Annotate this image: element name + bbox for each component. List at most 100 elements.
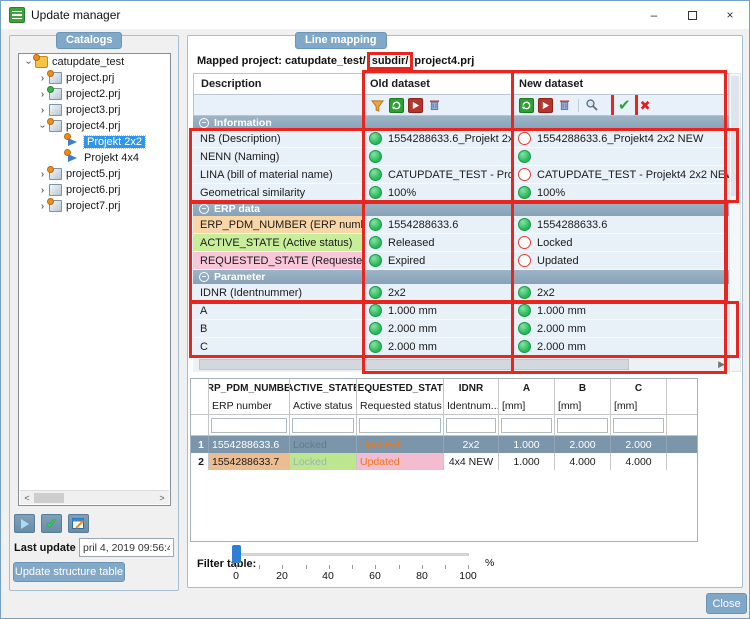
section-header-information[interactable]: – Information [193, 116, 729, 130]
tree-item-project5[interactable]: project5.prj [19, 166, 170, 182]
slider-thumb[interactable] [232, 545, 241, 563]
collapse-minus-icon[interactable]: – [199, 118, 209, 128]
table-row-2[interactable]: 2 1554288633.7 Locked Updated 4x4 NEW 1.… [191, 453, 697, 470]
tree-item-label: catupdate_test [52, 56, 125, 68]
tree-item-project3[interactable]: project3.prj [19, 102, 170, 118]
col-idnr[interactable]: IDNR [444, 379, 499, 398]
mapping-row-c[interactable]: C 2.000 mm 2.000 mm [193, 338, 729, 356]
play-icon[interactable] [538, 97, 553, 113]
tree-item-project2[interactable]: project2.prj [19, 86, 170, 102]
accept-mapping-button[interactable]: ✔ [41, 514, 62, 533]
section-header-parameter[interactable]: – Parameter [193, 270, 729, 284]
funnel-icon[interactable] [370, 98, 385, 113]
expander-icon[interactable] [37, 185, 48, 196]
scrollbar-thumb[interactable] [731, 76, 739, 196]
filter-input-active-state[interactable] [292, 417, 354, 433]
update-structure-table-button[interactable]: Update structure table [13, 562, 125, 582]
col-a[interactable]: A [499, 379, 555, 398]
play-icon[interactable] [408, 97, 423, 113]
table-row-1-selected[interactable]: 1 1554288633.6 Locked Updated 2x2 1.000 … [191, 436, 697, 453]
project-icon [49, 104, 62, 116]
tree-horizontal-scrollbar[interactable]: < > [20, 490, 169, 504]
accept-mapping-check-icon[interactable]: ✔ [618, 97, 631, 114]
mapping-row-requested-state[interactable]: REQUESTED_STATE (Requested status) Expir… [193, 252, 729, 270]
new-value-cell: 1554288633.6_Projekt4 2x2 NEW [512, 130, 729, 147]
tree-item-project4[interactable]: project4.prj [19, 118, 170, 134]
mapping-row-b[interactable]: B 2.000 mm 2.000 mm [193, 320, 729, 338]
new-value-cell: 2.000 mm [512, 338, 729, 355]
mapping-horizontal-scrollbar[interactable]: ▶ [193, 356, 729, 372]
mapping-row-a[interactable]: A 1.000 mm 1.000 mm [193, 302, 729, 320]
col-b[interactable]: B [555, 379, 611, 398]
col-c[interactable]: C [611, 379, 667, 398]
status-dot-icon [518, 168, 531, 181]
catalog-icon [33, 54, 48, 68]
edit-structure-table-button[interactable] [68, 514, 89, 533]
catalog-tree[interactable]: catupdate_test project.prj project2.prj … [18, 53, 171, 506]
old-value-cell [363, 148, 512, 165]
slider-track[interactable] [236, 553, 469, 556]
collapse-minus-icon[interactable]: – [199, 204, 209, 214]
filter-input-b[interactable] [557, 417, 608, 433]
section-header-erp-data[interactable]: – ERP data [193, 202, 729, 216]
maximize-icon [687, 10, 697, 20]
mapping-row-idnr[interactable]: IDNR (Identnummer) 2x2 2x2 [193, 284, 729, 302]
tree-item-label: Projekt 2x2 [82, 135, 147, 149]
filter-slider[interactable]: 0 20 40 60 80 100 [231, 543, 486, 582]
collapse-minus-icon[interactable]: – [199, 272, 209, 282]
filter-input-erp-pdm-number[interactable] [211, 417, 287, 433]
expander-icon[interactable] [37, 105, 48, 116]
mapping-row-erp-pdm-number[interactable]: ERP_PDM_NUMBER (ERP number) 1554288633.6… [193, 216, 729, 234]
delete-icon[interactable] [427, 98, 442, 113]
new-value-cell: 2.000 mm [512, 320, 729, 337]
filter-input-requested-state[interactable] [359, 417, 441, 433]
map-arrow-button[interactable] [14, 514, 35, 533]
status-dot-icon [369, 132, 382, 145]
minimize-button[interactable]: – [650, 8, 658, 22]
last-update-field[interactable] [79, 538, 174, 557]
delete-icon[interactable] [557, 98, 572, 113]
mapping-row-geometrical-similarity[interactable]: Geometrical similarity 100% 100% [193, 184, 729, 202]
maximize-button[interactable] [673, 1, 711, 29]
col-requested-state[interactable]: REQUESTED_STATE [357, 379, 444, 398]
filter-input-a[interactable] [501, 417, 552, 433]
reject-mapping-x-icon[interactable]: ✖ [639, 97, 651, 113]
cell-c: 4.000 [611, 453, 667, 470]
scroll-left-icon[interactable]: < [24, 492, 30, 503]
close-window-button[interactable]: × [726, 8, 734, 22]
tree-item-project7[interactable]: project7.prj [19, 198, 170, 214]
row-label: B [193, 320, 363, 337]
old-value-cell: Released [363, 234, 512, 251]
subcol-label: ERP number [209, 398, 290, 414]
status-dot-icon [369, 304, 382, 317]
scrollbar-thumb[interactable] [199, 359, 629, 370]
scroll-right-icon[interactable]: ▶ [718, 359, 725, 369]
tree-item-projekt-2x2-selected[interactable]: Projekt 2x2 [19, 133, 170, 150]
mapping-vertical-scrollbar[interactable] [729, 73, 741, 372]
mapping-row-lina[interactable]: LINA (bill of material name) CATUPDATE_T… [193, 166, 729, 184]
catalogs-group-label: Catalogs [56, 32, 123, 49]
refresh-icon[interactable] [519, 97, 534, 113]
tree-item-project6[interactable]: project6.prj [19, 182, 170, 198]
filter-input-idnr[interactable] [446, 417, 496, 433]
refresh-icon[interactable] [389, 97, 404, 113]
mapping-row-nb[interactable]: NB (Description) 1554288633.6_Projekt 2x… [193, 130, 729, 148]
scroll-right-icon[interactable]: > [159, 492, 165, 503]
mapping-row-active-state[interactable]: ACTIVE_STATE (Active status) Released Lo… [193, 234, 729, 252]
tree-item-project[interactable]: project.prj [19, 70, 170, 86]
scrollbar-thumb[interactable] [34, 492, 64, 503]
subcol-label: [mm] [499, 398, 555, 414]
tree-item-catupdate-test[interactable]: catupdate_test [19, 54, 170, 70]
status-dot-icon [518, 322, 531, 335]
mapping-row-nenn[interactable]: NENN (Naming) [193, 148, 729, 166]
tree-item-projekt-4x4[interactable]: Projekt 4x4 [19, 149, 170, 166]
find-mapping-icon[interactable] [584, 98, 599, 113]
app-icon [9, 7, 25, 23]
filter-input-c[interactable] [613, 417, 664, 433]
tree-item-label: project3.prj [66, 104, 121, 116]
close-button[interactable]: Close [706, 593, 747, 614]
mapped-project-subdir: subdir/ [371, 55, 409, 67]
cell-b: 2.000 [555, 436, 611, 453]
col-erp-pdm-number[interactable]: ERP_PDM_NUMBER [209, 379, 290, 398]
col-active-state[interactable]: ACTIVE_STATE [290, 379, 357, 398]
